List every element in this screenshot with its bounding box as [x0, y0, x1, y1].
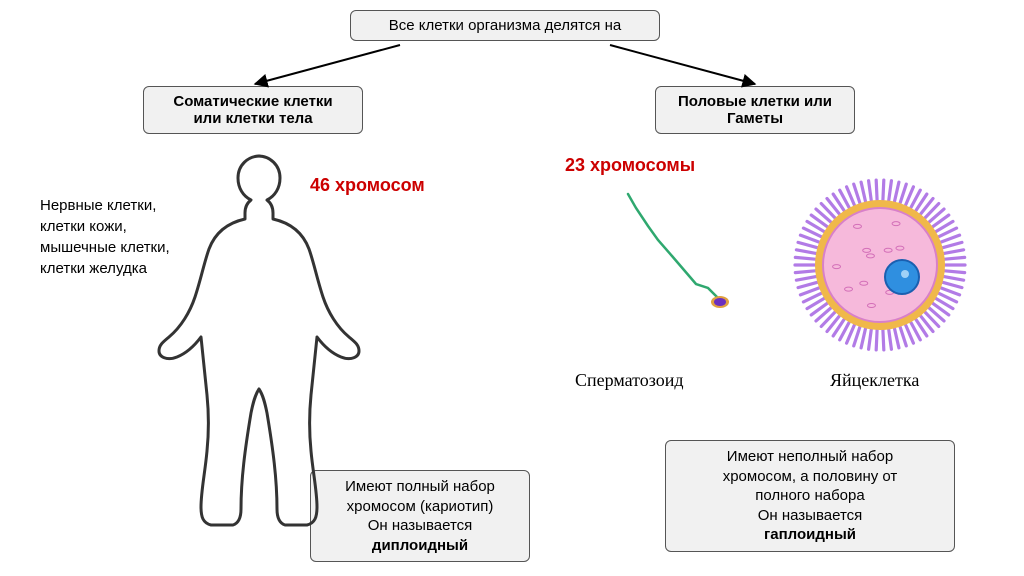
somatic-line1: Соматические клетки: [158, 93, 348, 110]
gamete-line2: Гаметы: [670, 110, 840, 127]
example-line: клетки кожи,: [40, 216, 170, 237]
gamete-header: Половые клетки или Гаметы: [655, 86, 855, 134]
diploid-caption: Имеют полный набор хромосом (кариотип) О…: [310, 470, 530, 562]
cap-line: Имеют полный набор: [325, 477, 515, 497]
example-line: Нервные клетки,: [40, 195, 170, 216]
example-line: мышечные клетки,: [40, 237, 170, 258]
example-line: клетки желудка: [40, 258, 170, 279]
egg-label: Яйцеклетка: [830, 370, 919, 391]
cap-line: хромосом, а половину от: [680, 467, 940, 487]
cap-line-bold: диплоидный: [325, 536, 515, 556]
chromo-23: 23 хромосомы: [565, 155, 695, 176]
cap-prefix: Он называется: [680, 506, 940, 526]
chromo-46: 46 хромосом: [310, 175, 425, 196]
somatic-line2: или клетки тела: [158, 110, 348, 127]
somatic-header: Соматические клетки или клетки тела: [143, 86, 363, 134]
haploid-caption: Имеют неполный набор хромосом, а половин…: [665, 440, 955, 552]
cap-line: Имеют неполный набор: [680, 447, 940, 467]
root-text: Все клетки организма делятся на: [365, 17, 645, 34]
gamete-line1: Половые клетки или: [670, 93, 840, 110]
cap-line: полного набора: [680, 486, 940, 506]
somatic-examples: Нервные клетки, клетки кожи, мышечные кл…: [40, 195, 170, 279]
root-box: Все клетки организма делятся на: [350, 10, 660, 41]
cap-bold-word: гаплоидный: [680, 525, 940, 545]
sperm-label: Сперматозоид: [575, 370, 684, 391]
cap-line: хромосом (кариотип): [325, 497, 515, 517]
cap-line-mixed: Он называется гаплоидный: [680, 506, 940, 545]
cap-line: Он называется: [325, 516, 515, 536]
